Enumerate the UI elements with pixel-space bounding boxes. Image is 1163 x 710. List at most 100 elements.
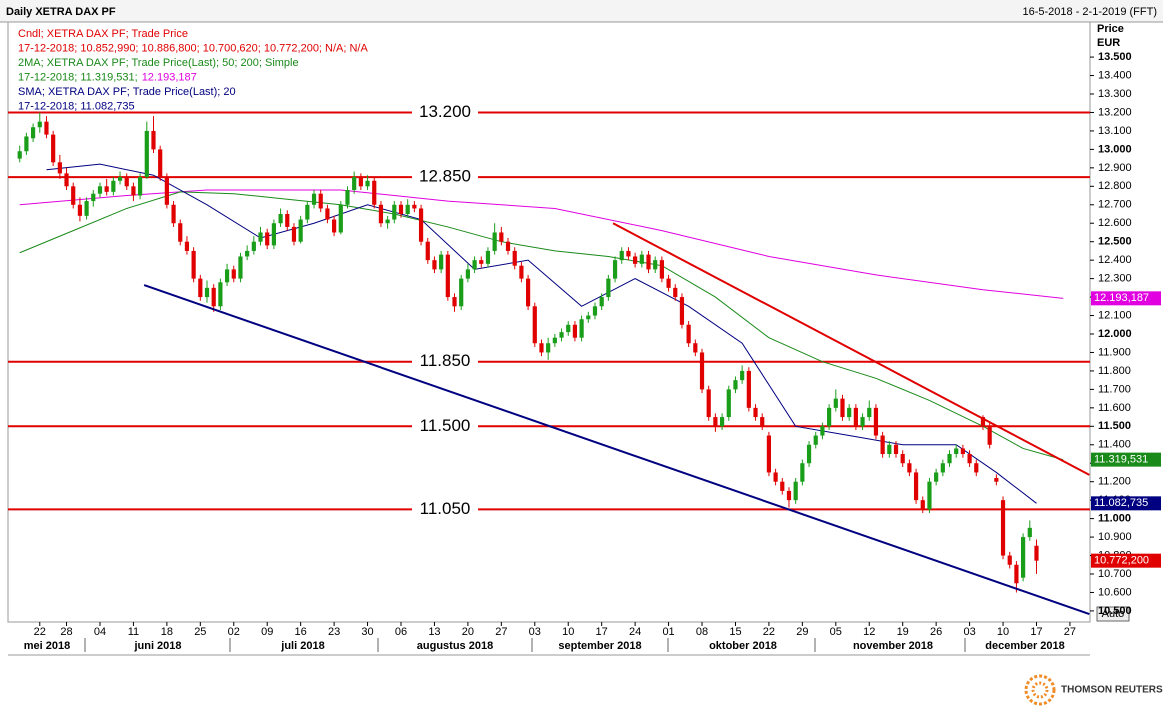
candle-body — [532, 306, 537, 344]
candle-body — [298, 219, 303, 242]
candle-body — [338, 204, 343, 233]
candle-body — [77, 204, 83, 216]
y-tick-label: 10.900 — [1098, 531, 1132, 543]
y-tick-label: 12.400 — [1098, 254, 1132, 266]
candle-body — [780, 481, 785, 491]
trendline — [143, 284, 1090, 616]
candle-body — [793, 481, 798, 501]
candle-body — [372, 180, 377, 205]
candle-body — [546, 343, 551, 353]
candle-body — [907, 463, 912, 473]
x-tick-label: 16 — [295, 626, 307, 638]
legend-entry: Cndl; XETRA DAX PF; Trade Price — [18, 28, 188, 40]
candle-body — [733, 380, 738, 390]
candle-body — [967, 454, 972, 464]
x-tick-label: 13 — [428, 626, 440, 638]
y-tick-label: 12.800 — [1098, 180, 1132, 192]
level-label: 12.850 — [419, 167, 471, 186]
candle-body — [251, 241, 256, 251]
x-tick-label: 23 — [328, 626, 340, 638]
legend-entry: 17-12-2018; 10.852,990; 10.886,800; 10.7… — [18, 42, 368, 54]
x-tick-label: 15 — [729, 626, 741, 638]
candle-body — [231, 269, 236, 279]
candle-body — [786, 490, 792, 501]
month-label: juli 2018 — [280, 640, 324, 652]
x-tick-label: 01 — [662, 626, 674, 638]
candle-body — [392, 204, 397, 220]
candle-body — [974, 463, 979, 473]
candle-body — [104, 186, 109, 192]
month-label: juni 2018 — [133, 640, 181, 652]
month-label: mei 2018 — [24, 640, 70, 652]
candle-body — [24, 136, 29, 152]
candle-body — [934, 472, 939, 482]
brand-logo — [1024, 674, 1056, 706]
candle-body — [265, 232, 270, 246]
candle-body — [499, 232, 504, 242]
candle-body — [492, 232, 497, 251]
candle-body — [452, 297, 457, 307]
month-label: augustus 2018 — [417, 640, 493, 652]
candle-body — [893, 444, 899, 454]
candle-body — [245, 250, 250, 257]
candle-body — [940, 463, 945, 473]
value-tag-label: 10.772,200 — [1094, 555, 1149, 567]
candle-body — [51, 134, 56, 163]
candle-body — [144, 130, 149, 178]
y-tick-label: 13.300 — [1098, 88, 1132, 100]
level-label-bg — [412, 166, 478, 189]
candle-body — [439, 254, 444, 270]
y-tick-label: 11.500 — [1098, 420, 1131, 432]
level-label-bg — [412, 415, 478, 438]
x-tick-label: 27 — [495, 626, 507, 638]
candle-body — [37, 121, 42, 128]
candle-body — [238, 256, 243, 279]
candle-body — [1000, 500, 1006, 556]
x-tick-label: 20 — [462, 626, 474, 638]
candle-body — [117, 177, 123, 181]
candle-body — [900, 454, 905, 464]
moving-average-line — [46, 163, 1037, 504]
candle-body — [773, 472, 778, 482]
level-label: 11.050 — [420, 499, 471, 518]
level-label-bg — [412, 498, 478, 521]
candle-body — [171, 204, 176, 224]
candle-body — [91, 193, 96, 202]
candle-body — [318, 193, 323, 209]
candle-body — [44, 121, 49, 135]
candle-body — [472, 260, 477, 270]
candle-body — [459, 278, 464, 307]
candle-body — [994, 478, 999, 482]
candle-body — [552, 337, 557, 344]
y-tick-label: 13.200 — [1098, 106, 1132, 118]
candle-body — [539, 343, 544, 353]
candle-body — [753, 407, 758, 418]
candle-body — [612, 260, 618, 279]
date-range: 16-5-2018 - 2-1-2019 (FFT) — [1023, 6, 1158, 18]
candle-body — [927, 481, 932, 510]
y-tick-label: 12.900 — [1098, 162, 1132, 174]
candle-body — [485, 250, 491, 264]
y-tick-label: 12.600 — [1098, 217, 1132, 229]
legend-entry: 2MA; XETRA DAX PF; Trade Price(Last); 50… — [18, 57, 299, 69]
candle-body — [425, 241, 430, 261]
candle-body — [706, 389, 711, 418]
y-axis-label: Price — [1097, 23, 1124, 35]
candle-body — [124, 177, 129, 187]
candle-body — [840, 398, 845, 418]
candle-body — [806, 444, 812, 464]
candle-body — [633, 256, 638, 264]
y-tick-label: 10.700 — [1098, 568, 1132, 580]
candle-body — [572, 324, 578, 338]
level-label: 13.200 — [419, 102, 471, 121]
candle-body — [525, 278, 531, 307]
candle-body — [740, 370, 745, 381]
auto-button[interactable] — [1096, 606, 1130, 622]
plot-border — [7, 21, 1091, 623]
auto-button-label[interactable]: Auto — [1102, 608, 1125, 620]
value-tag — [1091, 496, 1161, 511]
y-tick-label: 13.000 — [1098, 143, 1132, 155]
candle-body — [719, 417, 725, 427]
